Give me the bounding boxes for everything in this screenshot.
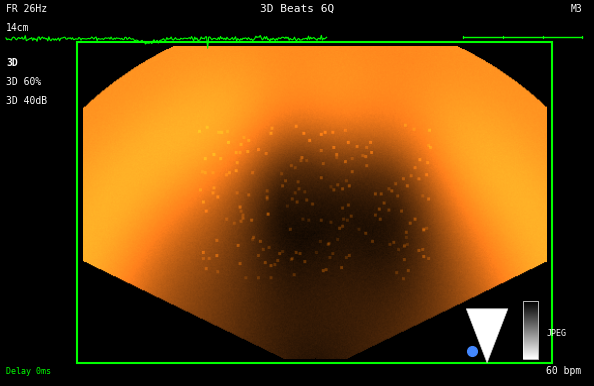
Text: 3D Beats 6Q: 3D Beats 6Q [260,3,334,14]
Text: 3D 60%: 3D 60% [6,77,41,87]
Text: JPEG: JPEG [546,329,567,338]
Bar [77,42,552,363]
Text: 3D: 3D [6,58,18,68]
Text: 60 bpm: 60 bpm [546,366,582,376]
Text: Delay 0ms: Delay 0ms [6,367,51,376]
Polygon shape [466,309,508,363]
Text: M3: M3 [570,3,582,14]
Bar [523,301,538,359]
Text: 3D 40dB: 3D 40dB [6,96,47,106]
Text: FR 26Hz: FR 26Hz [6,3,47,14]
Text: 14cm: 14cm [6,23,30,33]
